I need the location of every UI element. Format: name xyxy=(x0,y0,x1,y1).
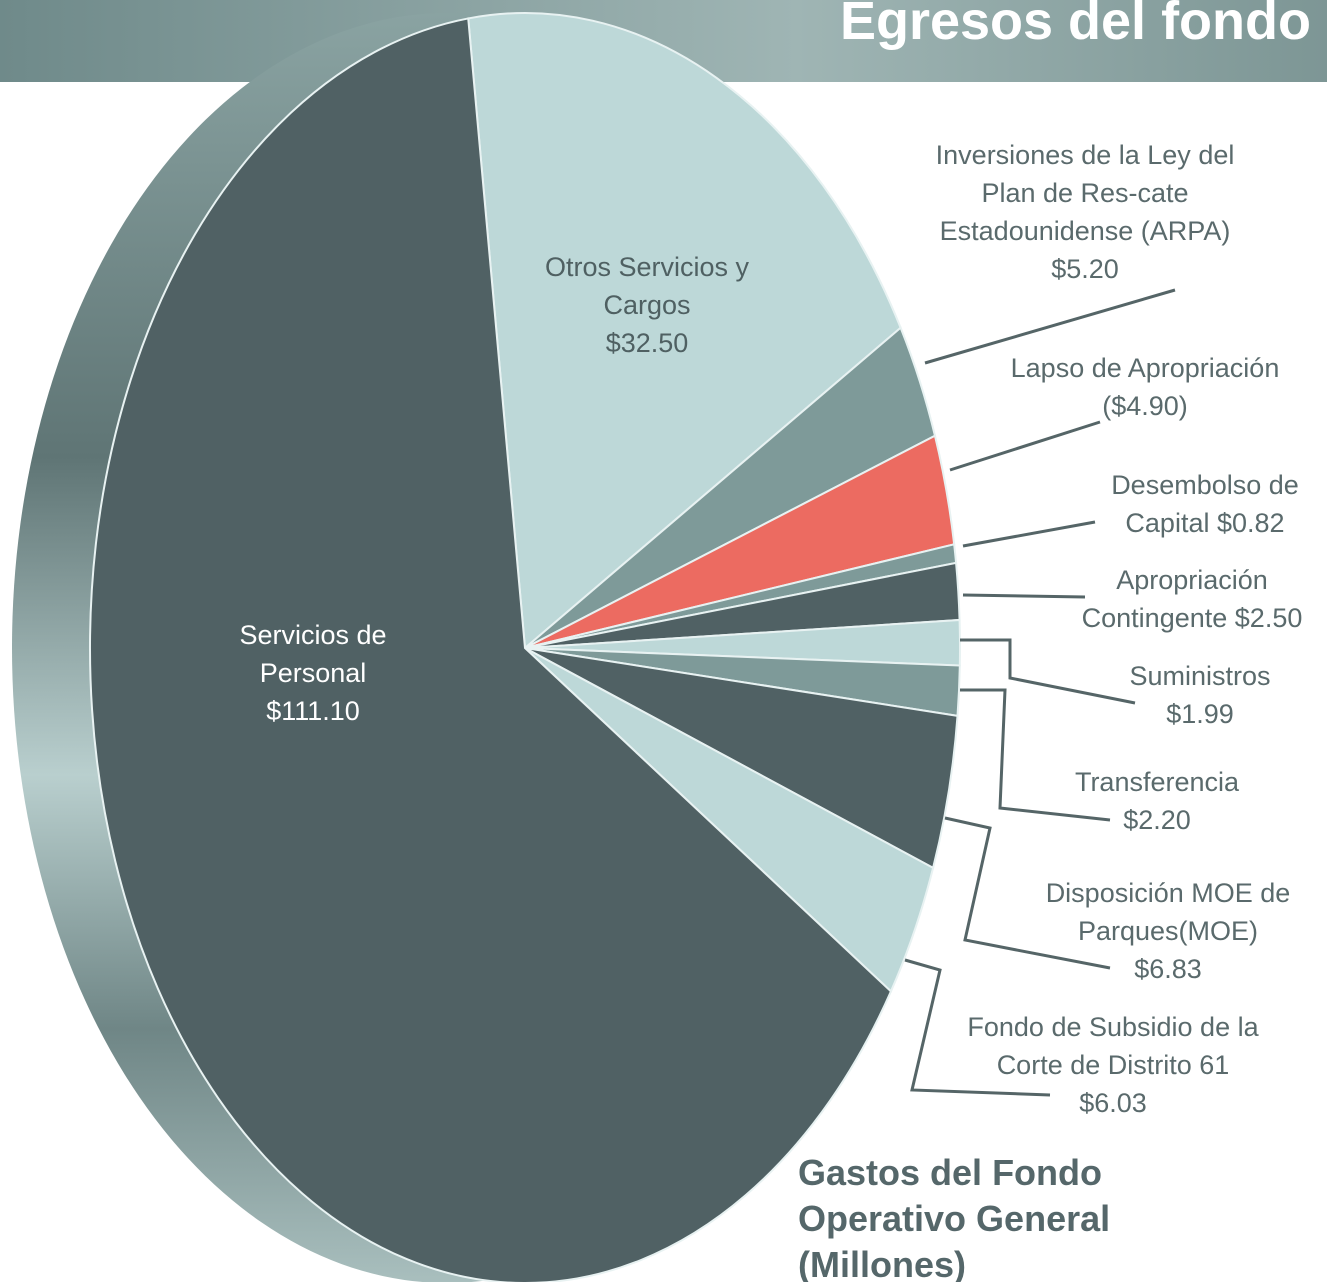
leader-line xyxy=(960,688,1111,822)
category-label: Transferencia xyxy=(1074,767,1240,797)
slice-label: Apropriación Contingente $2.50 xyxy=(1052,561,1327,637)
category-label: Desembolso de Capital xyxy=(1111,470,1299,538)
category-label: Suministros xyxy=(1129,661,1271,691)
leader-line xyxy=(924,288,1176,365)
value-label: $1.99 xyxy=(1166,699,1234,729)
slice-label: Otros Servicios y Cargos $32.50 xyxy=(517,248,777,362)
value-label: $111.10 xyxy=(266,696,360,726)
value-label: $2.20 xyxy=(1123,805,1191,835)
leader-line xyxy=(960,638,1136,705)
leader-line xyxy=(904,958,1051,1097)
category-label: Otros Servicios y Cargos xyxy=(544,252,750,320)
category-label: Apropriación Contingente xyxy=(1081,565,1268,633)
pie-slice xyxy=(89,17,893,1282)
value-label: $0.82 xyxy=(1216,508,1285,538)
value-label: $6.83 xyxy=(1134,954,1202,984)
leader-line xyxy=(949,420,1101,472)
slice-label: Servicios de Personal $111.10 xyxy=(203,616,423,730)
value-label: $32.50 xyxy=(605,328,689,358)
value-label: $5.20 xyxy=(1051,254,1119,284)
value-label: $2.50 xyxy=(1234,603,1303,633)
category-label: Fondo de Subsidio de la Corte de Distrit… xyxy=(967,1012,1259,1080)
slice-label: Disposición MOE de Parques(MOE) $6.83 xyxy=(1038,874,1298,988)
value-label: $6.03 xyxy=(1079,1088,1147,1118)
slice-label: Inversiones de la Ley del Plan de Res-ca… xyxy=(935,136,1235,288)
header-title: Egresos del fondo xyxy=(839,0,1311,51)
slice-label: Fondo de Subsidio de la Corte de Distrit… xyxy=(953,1008,1273,1122)
category-label: Servicios de Personal xyxy=(239,620,387,688)
category-label: Lapso de Apropriación xyxy=(1010,353,1280,383)
leader-line xyxy=(944,816,1111,970)
pie-slice xyxy=(467,12,902,651)
category-label: Disposición MOE de Parques(MOE) xyxy=(1045,878,1291,946)
slice-label: Transferencia $2.20 xyxy=(1047,763,1267,839)
category-label: Inversiones de la Ley del Plan de Res-ca… xyxy=(935,140,1235,246)
slice-label: Suministros $1.99 xyxy=(1100,657,1300,733)
slice-label: Lapso de Apropriación ($4.90) xyxy=(995,349,1295,425)
value-label: ($4.90) xyxy=(1102,391,1188,421)
slice-label: Desembolso de Capital $0.82 xyxy=(1090,466,1320,542)
leader-line xyxy=(962,593,1086,599)
chart-title: Gastos del Fondo Operativo General (Mill… xyxy=(798,1152,1111,1282)
leader-line xyxy=(962,520,1096,548)
